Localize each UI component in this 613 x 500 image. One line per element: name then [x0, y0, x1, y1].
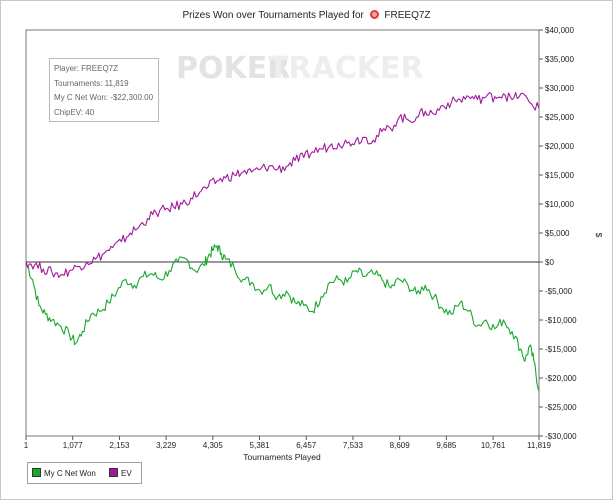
x-tick-label: 4,305	[203, 441, 224, 450]
x-tick-label: 3,229	[156, 441, 177, 450]
x-tick-label: 10,761	[481, 441, 506, 450]
legend-label-net-won: My C Net Won	[44, 469, 96, 478]
y-tick-label: -$15,000	[545, 345, 577, 354]
info-tournaments: Tournaments: 11,819	[54, 78, 129, 88]
y-tick-label: $30,000	[545, 84, 574, 93]
y-tick-label: $10,000	[545, 200, 574, 209]
info-chipev: ChipEV: 40	[54, 107, 95, 117]
watermark-poker: POKER	[176, 51, 290, 86]
y-tick-label: -$5,000	[545, 287, 573, 296]
series-line-net-won	[25, 244, 540, 392]
y-tick-label: -$10,000	[545, 316, 577, 325]
y-tick-label: $0	[545, 258, 554, 267]
x-axis: 1 1,077 2,153 3,229 4,305 5,381 6,457 7,533 8,60…	[24, 436, 551, 450]
x-axis-title: Tournaments Played	[243, 452, 321, 462]
info-net-won: My C Net Won: -$22,300.00	[54, 93, 154, 102]
y-tick-label: -$20,000	[545, 374, 577, 383]
y-tick-label: -$25,000	[545, 403, 577, 412]
legend-swatch-ev	[109, 468, 118, 477]
x-tick-label: 9,685	[436, 441, 457, 450]
y-axis-title: $	[594, 233, 604, 238]
y-tick-label: $40,000	[545, 26, 574, 35]
legend-label-ev: EV	[121, 469, 132, 478]
y-tick-label: $20,000	[545, 142, 574, 151]
x-tick-label: 11,819	[527, 441, 551, 450]
y-tick-label: $5,000	[545, 229, 570, 238]
site-icon	[369, 10, 379, 19]
chart-title-prefix: Prizes Won over Tournaments Played for	[182, 10, 364, 21]
legend: My C Net Won EV	[27, 462, 142, 484]
x-tick-label: 8,609	[390, 441, 411, 450]
watermark-tracker: TRACKER	[268, 51, 424, 86]
x-tick-label: 2,153	[109, 441, 130, 450]
y-tick-label: $25,000	[545, 113, 574, 122]
chart-title: Prizes Won over Tournaments Played for F…	[0, 10, 613, 21]
x-tick-label: 7,533	[343, 441, 364, 450]
y-tick-label: $15,000	[545, 171, 574, 180]
series-line-ev	[25, 91, 540, 279]
legend-item-ev[interactable]: EV	[109, 468, 132, 478]
info-player: Player: FREEQ7Z	[54, 64, 119, 73]
y-tick-label: -$30,000	[545, 432, 577, 441]
legend-swatch-net-won	[32, 468, 41, 477]
legend-item-net-won[interactable]: My C Net Won	[32, 468, 96, 478]
y-axis: $40,000 $35,000 $30,000 $25,000 $20,000 $15,0…	[539, 26, 577, 441]
chart-title-player: FREEQ7Z	[384, 10, 431, 21]
x-tick-label: 1,077	[63, 441, 84, 450]
x-tick-label: 5,381	[250, 441, 271, 450]
x-tick-label: 6,457	[296, 441, 317, 450]
y-tick-label: $35,000	[545, 55, 574, 64]
x-tick-label: 1	[24, 441, 29, 450]
player-info-box: Player: FREEQ7Z Tournaments: 11,819 My C…	[49, 58, 159, 122]
series-layer	[25, 91, 540, 392]
